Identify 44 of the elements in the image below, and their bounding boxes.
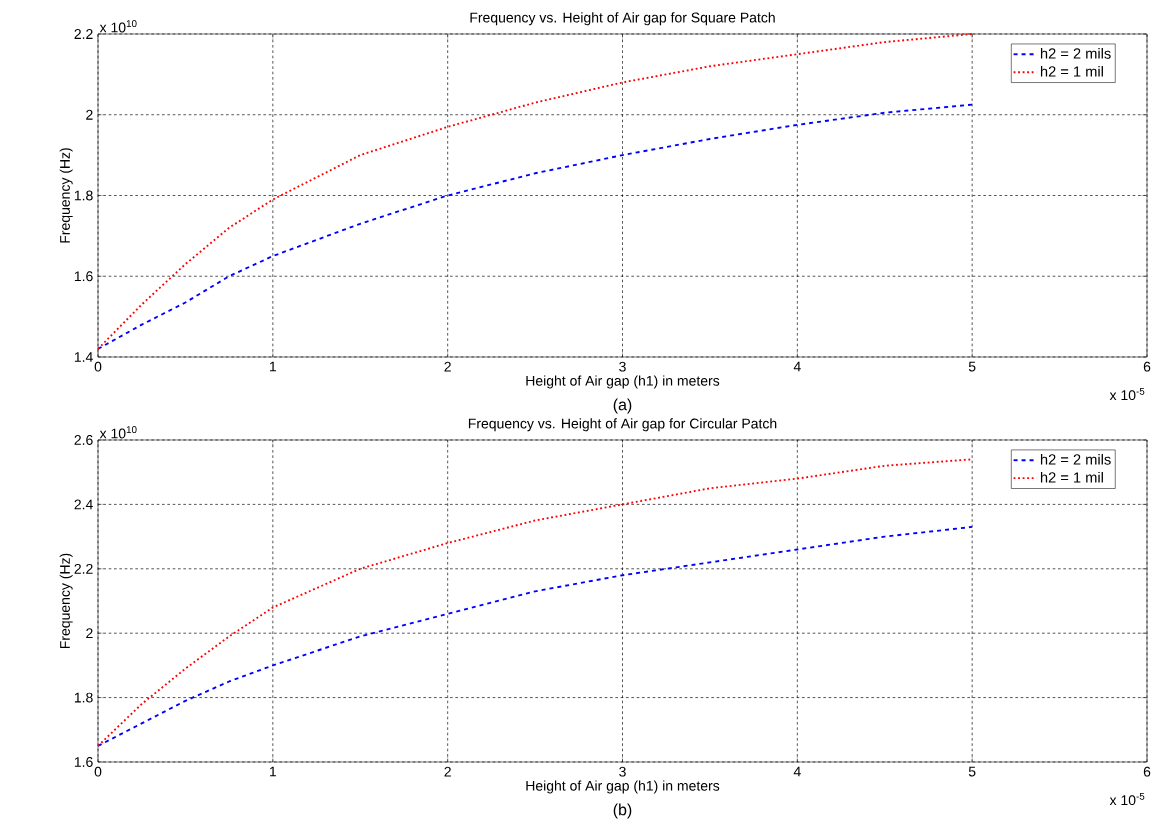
line-series xyxy=(97,33,974,350)
text: x 10$^{-5}$ xyxy=(1109,387,1145,401)
x-tick-label: 6 xyxy=(1143,766,1151,777)
x-axis-title: Height of Air gap (h1) in meters xyxy=(526,780,720,794)
y-tick-label: 1.6 xyxy=(74,271,93,282)
y-tick-label: 1.8 xyxy=(74,692,93,703)
x-tick-label: 1 xyxy=(270,361,277,372)
line-series xyxy=(97,525,974,747)
text: x 10$^{10}$ xyxy=(99,426,137,439)
y-tick-label: 2.2 xyxy=(74,29,93,39)
y-tick-label: 1.8 xyxy=(74,190,93,201)
y-tick-label: 2 xyxy=(86,109,93,120)
legend-label: h2 = 1 mil xyxy=(1040,65,1103,77)
y-tick-label: 2.4 xyxy=(74,499,93,510)
x-tick-label: 1 xyxy=(270,766,277,777)
x-tick-label: 0 xyxy=(94,361,102,372)
legend-label: h2 = 2 mils xyxy=(1040,453,1111,465)
x-tick-label: 2 xyxy=(444,361,451,372)
x-tick-label: 6 xyxy=(1143,361,1151,372)
x-tick-label: 3 xyxy=(619,766,626,777)
line-series xyxy=(97,103,974,350)
x-tick-label: 5 xyxy=(968,361,976,372)
legend-label: h2 = 2 mils xyxy=(1040,47,1111,59)
y-tick-label: 2 xyxy=(86,628,93,639)
x-tick-label: 3 xyxy=(619,361,626,372)
y-tick-label: 2.2 xyxy=(74,563,93,574)
x-tick-label: 2 xyxy=(444,766,451,777)
x-tick-label: 4 xyxy=(793,766,801,777)
text: (b) xyxy=(613,803,632,819)
y-axis-title: Frequency (Hz) xyxy=(59,553,73,649)
legend-label: h2 = 1 mil xyxy=(1040,471,1103,483)
text: x 10$^{-5}$ xyxy=(1109,792,1145,806)
x-tick-label: 5 xyxy=(968,766,976,777)
y-tick-label: 2.6 xyxy=(74,435,93,445)
x-tick-label: 0 xyxy=(94,766,102,777)
chart-title: Frequency vs. Height of Air gap for Circular Patch xyxy=(468,418,777,432)
y-axis-title: Frequency (Hz) xyxy=(59,148,73,243)
text: x 10$^{10}$ xyxy=(99,20,137,33)
text: (a) xyxy=(613,398,632,414)
chart-title: Frequency vs. Height of Air gap for Square Patch xyxy=(470,12,775,26)
x-axis-title: Height of Air gap (h1) in meters xyxy=(526,375,720,389)
x-tick-label: 4 xyxy=(793,361,801,372)
y-tick-label: 1.4 xyxy=(74,352,93,362)
y-tick-label: 1.6 xyxy=(74,757,93,767)
